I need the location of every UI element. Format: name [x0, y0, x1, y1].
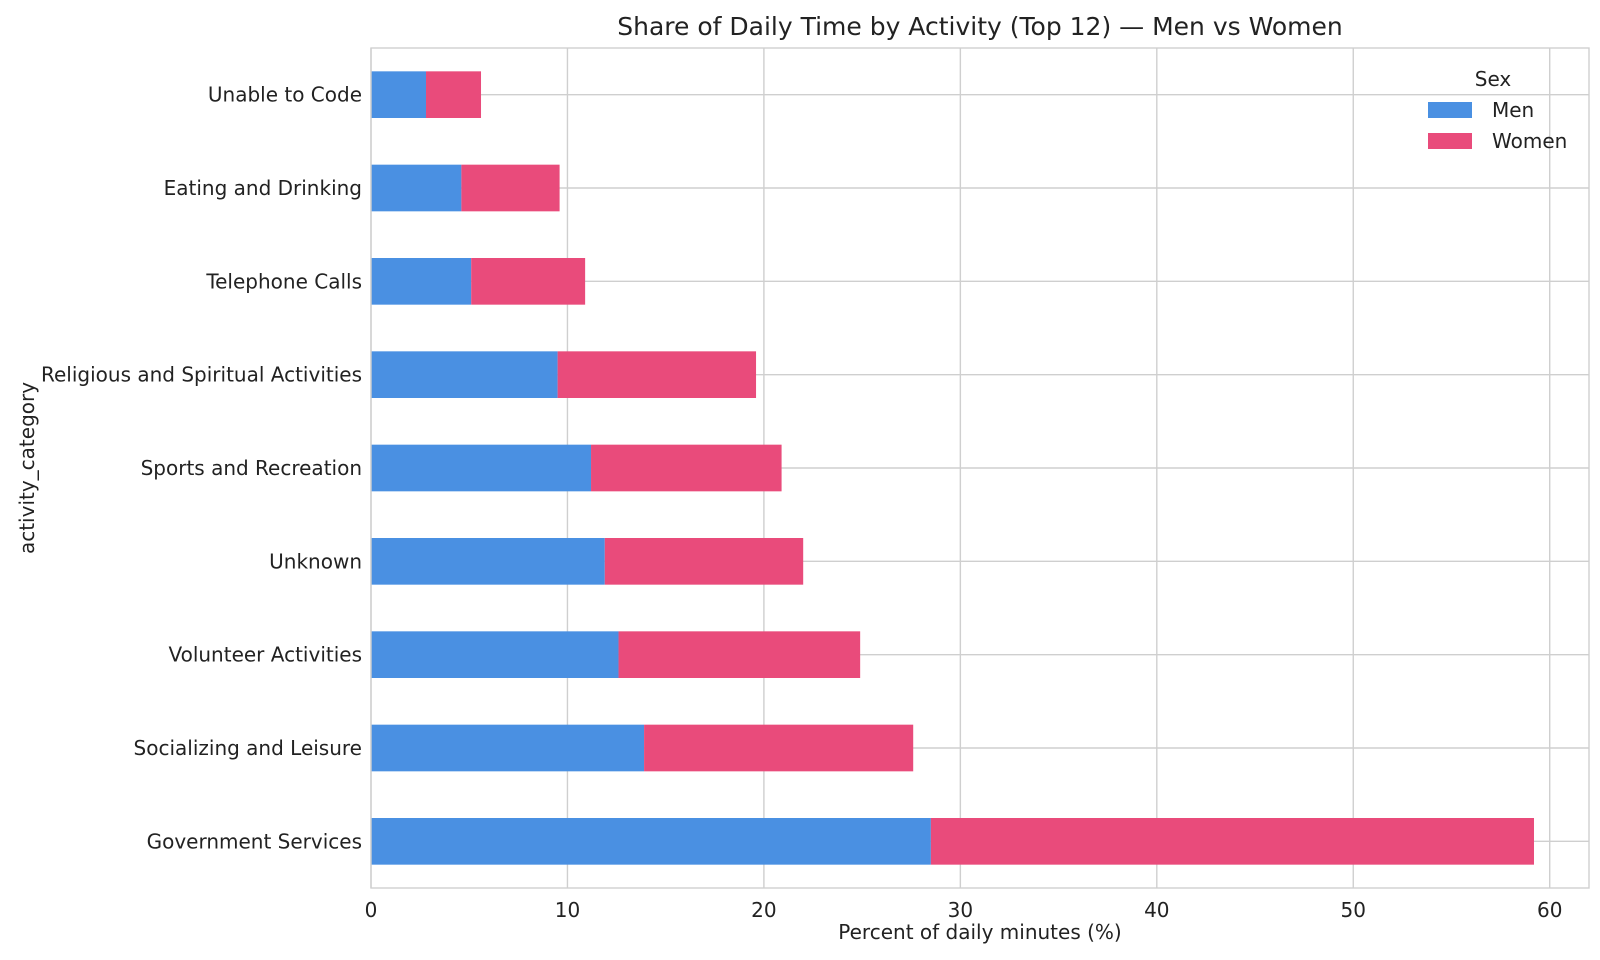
x-tick-label: 30 — [948, 898, 973, 922]
x-tick-label: 50 — [1341, 898, 1366, 922]
x-tick-label: 0 — [365, 898, 378, 922]
x-tick-labels: 0 10 20 30 40 50 60 — [365, 898, 1563, 922]
y-tick-label: Socializing and Leisure — [134, 736, 362, 760]
legend-swatch-men — [1428, 102, 1472, 118]
x-tick-label: 20 — [751, 898, 776, 922]
bar-women — [644, 724, 914, 772]
bar-men — [371, 818, 931, 865]
bar-men — [371, 631, 619, 678]
bar-women — [618, 631, 861, 678]
y-tick-label: Religious and Spiritual Activities — [41, 363, 362, 387]
y-axis-label: activity_category — [15, 382, 39, 554]
y-tick-label: Government Services — [147, 829, 362, 853]
y-tick-label: Sports and Recreation — [141, 456, 362, 480]
bar-layer — [371, 71, 1534, 865]
plot-frame — [370, 47, 1590, 889]
legend-swatch-women — [1428, 133, 1472, 149]
legend: Sex Men Women — [1428, 67, 1567, 153]
y-tick-label: Unknown — [269, 549, 362, 573]
y-tick-label: Telephone Calls — [205, 269, 362, 293]
bar-women — [471, 258, 586, 305]
bar-men — [371, 258, 472, 305]
bar-men — [371, 444, 592, 492]
bar-men — [371, 164, 462, 212]
legend-label-women: Women — [1492, 129, 1567, 153]
bar-women — [461, 164, 560, 212]
x-tick-label: 10 — [555, 898, 580, 922]
legend-label-men: Men — [1492, 98, 1534, 122]
y-tick-labels: Government Services Socializing and Leisu… — [41, 83, 362, 854]
bar-women — [591, 444, 782, 492]
bar-women — [426, 71, 482, 118]
bar-women — [604, 538, 804, 585]
x-tick-label: 40 — [1144, 898, 1169, 922]
bar-men — [371, 724, 645, 772]
bar-women — [930, 818, 1534, 865]
legend-title: Sex — [1475, 67, 1512, 91]
y-tick-label: Volunteer Activities — [168, 643, 362, 667]
bar-men — [371, 71, 427, 118]
x-axis-label: Percent of daily minutes (%) — [838, 920, 1121, 944]
y-tick-label: Eating and Drinking — [164, 176, 362, 200]
x-tick-label: 60 — [1537, 898, 1562, 922]
y-tick-label: Unable to Code — [208, 83, 362, 107]
bar-men — [371, 351, 558, 398]
bar-women — [557, 351, 757, 398]
chart-title: Share of Daily Time by Activity (Top 12)… — [617, 12, 1343, 41]
bar-men — [371, 538, 605, 585]
